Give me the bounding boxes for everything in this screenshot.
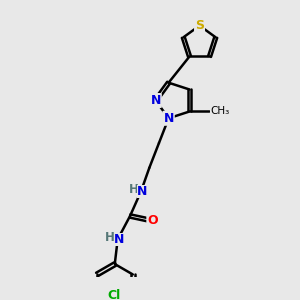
Text: H: H	[128, 183, 138, 196]
Text: CH₃: CH₃	[210, 106, 230, 116]
Text: N: N	[151, 94, 161, 107]
Text: N: N	[114, 233, 124, 246]
Text: S: S	[195, 19, 204, 32]
Text: N: N	[164, 112, 174, 125]
Text: H: H	[105, 232, 115, 244]
Text: N: N	[137, 185, 148, 198]
Text: Cl: Cl	[107, 289, 121, 300]
Text: O: O	[147, 214, 158, 226]
